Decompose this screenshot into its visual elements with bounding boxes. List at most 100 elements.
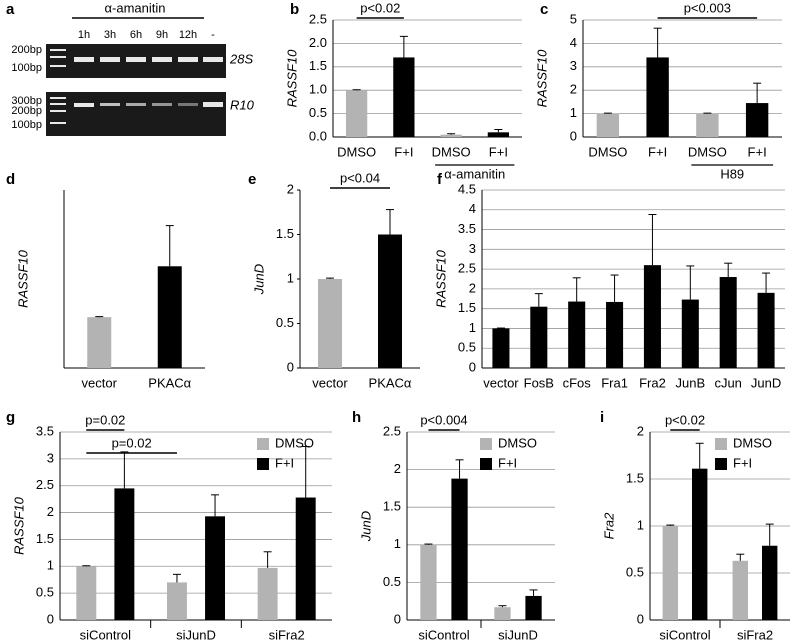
x-tick-label: F+I <box>748 144 767 159</box>
lane-label: - <box>211 29 215 41</box>
y-tick-label: 1 <box>637 517 644 532</box>
significance-label: p<0.003 <box>684 0 731 15</box>
legend-label: DMSO <box>498 435 537 450</box>
bar <box>451 478 468 620</box>
bar <box>87 317 112 368</box>
bar <box>345 90 368 137</box>
x-tick-label: siFra2 <box>737 627 773 641</box>
significance-label: p=0.02 <box>112 435 152 450</box>
y-tick-label: 0 <box>469 359 476 374</box>
bar <box>378 234 402 368</box>
bar <box>568 301 586 368</box>
bar <box>692 468 708 620</box>
bar <box>295 497 316 620</box>
x-tick-label: FosB <box>524 375 554 390</box>
y-tick-label: 1.5 <box>276 226 294 241</box>
legend-label: DMSO <box>733 435 772 450</box>
x-tick-label: F+I <box>648 144 667 159</box>
panel-letter: b <box>290 1 299 18</box>
y-tick-label: 3.5 <box>458 221 476 236</box>
y-tick-label: 0.5 <box>383 574 401 589</box>
x-tick-label: siFra2 <box>269 627 305 641</box>
y-axis-label: RASSF10 <box>284 49 299 108</box>
bar <box>596 113 620 137</box>
y-axis-label: JunD <box>358 511 373 542</box>
legend-label: F+I <box>498 455 517 470</box>
bar <box>114 488 135 620</box>
bar <box>76 566 97 620</box>
x-tick-label: Fra1 <box>601 375 628 390</box>
legend-swatch <box>715 438 727 450</box>
x-tick-label: cFos <box>563 375 592 390</box>
y-tick-label: 0.5 <box>626 564 644 579</box>
chart-panel: e JunD 0 0.5 1 1.5 2 vector PKACα p<0.04 <box>248 170 420 390</box>
marker-label: 300bp <box>11 95 42 107</box>
legend-swatch <box>480 458 492 470</box>
marker-label: 200bp <box>11 105 42 117</box>
bar <box>420 544 437 620</box>
legend-label: F+I <box>733 455 752 470</box>
legend-label: F+I <box>275 455 294 470</box>
y-tick-label: 1.0 <box>309 82 327 97</box>
y-axis-label: JunD <box>251 264 266 295</box>
panel-letter: c <box>540 1 548 18</box>
y-tick-label: 1 <box>287 270 294 285</box>
x-tick-label: siJunD <box>176 627 216 641</box>
gel-bands <box>50 49 223 67</box>
y-tick-label: 1.5 <box>309 58 327 73</box>
bar <box>696 113 719 137</box>
legend-swatch <box>715 458 727 470</box>
bar <box>494 607 511 620</box>
chart-panel: f RASSF10 0 0.5 1 1.5 2 2.5 3 3.5 4 4.5 vector FosB cF… <box>433 171 785 390</box>
panel-letter: d <box>6 171 15 188</box>
x-tick-label: DMSO <box>432 144 471 159</box>
y-tick-label: 3.5 <box>36 423 54 438</box>
y-tick-label: 0.0 <box>309 128 327 143</box>
y-tick-label: 0.5 <box>309 105 327 120</box>
bar <box>166 582 187 620</box>
panel-letter: i <box>600 409 604 426</box>
x-tick-label: F+I <box>394 144 413 159</box>
lane-label: 3h <box>104 29 116 41</box>
panel-letter: f <box>437 171 443 188</box>
panel-letter: a <box>6 1 15 18</box>
bar <box>681 299 699 368</box>
y-axis-label: Fra2 <box>601 512 616 540</box>
lane-label: 1h <box>78 29 90 41</box>
significance-label: p<0.004 <box>420 412 467 427</box>
chart-panel: h JunD 0 0.5 1 1.5 2 2.5 siControl siJunD DMSO F+I p… <box>352 409 555 641</box>
lane-label: 12h <box>179 29 197 41</box>
bar <box>530 306 548 368</box>
legend-swatch <box>257 438 269 450</box>
bar <box>606 301 624 368</box>
x-tick-label: vector <box>82 375 118 390</box>
y-axis-label: RASSF10 <box>433 249 448 308</box>
marker-label: 200bp <box>11 44 42 56</box>
lane-label: 6h <box>130 29 142 41</box>
y-tick-label: 3 <box>570 58 577 73</box>
y-tick-label: 1.5 <box>36 531 54 546</box>
target-label: 28S <box>229 51 253 66</box>
y-axis-label: RASSF10 <box>11 496 26 555</box>
y-tick-label: 0.5 <box>276 315 294 330</box>
bar <box>732 560 748 620</box>
panel-letter: e <box>248 171 256 188</box>
chart-panel: i Fra2 0 0.5 1 1.5 2 siControl siFra2 DMSO F+I p<0.… <box>600 409 790 641</box>
x-tick-label: DMSO <box>588 144 627 159</box>
y-tick-label: 3 <box>469 241 476 256</box>
x-tick-label: siControl <box>418 627 469 641</box>
x-tick-label: vector <box>312 375 348 390</box>
panel-letter: h <box>352 409 361 426</box>
group-label: α-amanitin <box>444 166 505 181</box>
y-tick-label: 1.5 <box>626 470 644 485</box>
y-tick-label: 2 <box>570 82 577 97</box>
y-tick-label: 0 <box>394 611 401 626</box>
bar <box>492 328 510 368</box>
y-tick-label: 2 <box>637 423 644 438</box>
x-tick-label: siControl <box>80 627 131 641</box>
x-tick-label: PKACα <box>369 375 412 390</box>
bar <box>762 545 778 620</box>
marker-label: 100bp <box>11 62 42 74</box>
